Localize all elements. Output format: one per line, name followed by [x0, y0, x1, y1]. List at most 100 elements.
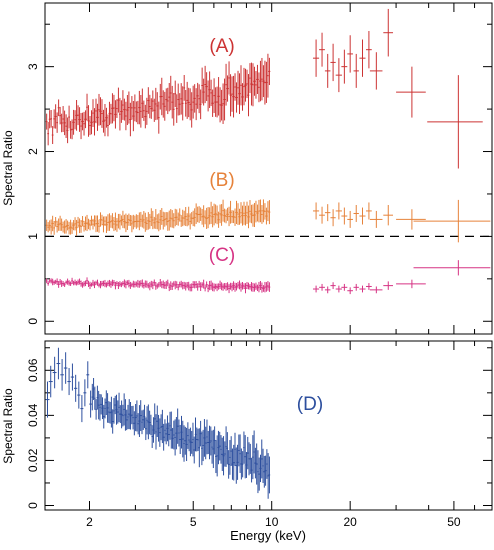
series-d-band-point-107 — [227, 450, 230, 479]
series-b-band-point-54 — [126, 214, 129, 230]
series-a-band-point-45 — [113, 94, 115, 122]
series-b-band-point-18 — [72, 220, 75, 231]
series-d-band-point-96 — [213, 426, 216, 455]
series-a-band-point-113 — [214, 87, 217, 117]
series-a-band-point-86 — [174, 80, 177, 107]
series-c-band-point-86 — [174, 280, 177, 290]
series-d-band-point-35 — [136, 400, 138, 432]
x-axis-label: Energy (keV) — [230, 528, 306, 543]
series-b-band-point-41 — [107, 214, 109, 231]
top-ytick-label-0: 0 — [26, 318, 40, 325]
series-c-band-point-18 — [72, 280, 75, 286]
series-a-band-point-59 — [133, 94, 136, 122]
series-c-band-point-148 — [267, 281, 269, 291]
series-a-band-point-73 — [154, 87, 157, 121]
series-b-band-point-24 — [81, 216, 84, 227]
series-b-band-point-126 — [234, 208, 236, 226]
series-c-band-point-15 — [68, 280, 70, 286]
series-a-band-point-138 — [252, 63, 254, 107]
series-a-point-1 — [319, 32, 325, 67]
series-c-band-point-21 — [77, 279, 79, 286]
series-d-band-point-131 — [258, 457, 260, 491]
series-c-band-point-52 — [123, 279, 126, 288]
series-d-band-point-53 — [159, 418, 161, 447]
series-a-band-point-122 — [228, 61, 230, 95]
series-d-band-point-17 — [113, 398, 115, 424]
series-b-band-point-4 — [51, 215, 54, 232]
series-b-band-point-122 — [228, 206, 230, 227]
series-b-band-point-111 — [211, 206, 214, 228]
series-d-band-point-93 — [210, 426, 212, 456]
series-d-band-point-121 — [245, 452, 248, 478]
series-d-band-point-123 — [248, 442, 250, 476]
series-c-band-point-106 — [204, 284, 207, 292]
series-a-band-point-149 — [268, 57, 271, 86]
series-d-band-point-118 — [241, 451, 244, 478]
series-a-band-point-84 — [171, 85, 174, 119]
series-a-band-point-130 — [240, 65, 242, 106]
series-c-band-point-142 — [258, 281, 260, 293]
series-d-band-point-32 — [132, 405, 134, 430]
series-a-band-point-58 — [132, 101, 135, 132]
series-c-band-point-104 — [201, 282, 204, 288]
series-d-band-point-86 — [201, 431, 203, 466]
series-c-band-point-45 — [113, 280, 115, 286]
series-c-band-point-131 — [241, 282, 244, 290]
series-c-band-point-16 — [69, 281, 72, 286]
series-c-band-point-75 — [157, 282, 160, 288]
series-a-band-point-81 — [166, 87, 169, 115]
series-b-band-point-144 — [261, 205, 263, 224]
series-b-band-point-145 — [262, 199, 265, 223]
series-a-band-point-135 — [247, 74, 250, 117]
series-b-band-point-119 — [223, 208, 226, 223]
series-b-band-point-102 — [198, 206, 201, 223]
series-d-band-point-79 — [192, 422, 194, 457]
series-b-band-point-26 — [84, 216, 87, 231]
series-a-band-point-66 — [144, 104, 147, 129]
series-d-band-point-63 — [171, 427, 174, 449]
series-a-band-point-134 — [246, 69, 248, 99]
series-c-band-point-110 — [210, 280, 213, 290]
series-a-band-point-16 — [69, 120, 72, 139]
xtick-label-4: 50 — [447, 515, 461, 529]
series-b-band-point-34 — [96, 215, 99, 232]
series-c-band-point-34 — [96, 279, 99, 286]
series-b-band-point-108 — [207, 207, 210, 229]
series-a-band-point-103 — [199, 89, 202, 120]
xtick-label-0: 2 — [86, 515, 93, 529]
series-d-band-point-80 — [193, 436, 195, 464]
series-b-band-point-141 — [256, 204, 259, 222]
series-b-band-point-10 — [60, 218, 63, 231]
series-b-band-point-124 — [231, 210, 233, 224]
series-d-band-point-125 — [250, 457, 253, 483]
series-a-band-point-34 — [96, 103, 99, 131]
series-d-band-point-95 — [212, 429, 215, 469]
series-c-band-point-113 — [214, 283, 217, 290]
series-c-band-point-38 — [102, 280, 105, 287]
series-b-band-point-133 — [244, 205, 247, 226]
series-c-band-point-12 — [63, 282, 66, 287]
series-a-band-point-116 — [219, 87, 221, 123]
series-d-point-5 — [63, 352, 68, 384]
series-a-band-point-37 — [101, 99, 103, 128]
series-d-band-point-137 — [266, 449, 268, 479]
series-b-band-point-65 — [142, 211, 145, 229]
series-c-band-point-7 — [56, 278, 59, 285]
series-a-band-point-145 — [262, 65, 265, 98]
series-c-band-point-76 — [159, 278, 162, 287]
series-b-band-point-1 — [47, 222, 50, 233]
series-b-point-9 — [365, 202, 372, 220]
series-c-band-point-59 — [133, 281, 136, 288]
series-d-band-point-87 — [202, 429, 204, 462]
series-b-band-point-27 — [86, 214, 88, 232]
series-d-point-0 — [45, 381, 50, 418]
series-a-band-point-23 — [80, 112, 82, 140]
bottom-ytick-label-3: 0.06 — [26, 358, 40, 382]
series-a-band-point-140 — [255, 71, 257, 99]
series-b-band-point-96 — [189, 213, 192, 230]
series-b-band-point-12 — [63, 220, 66, 234]
series-a-band-point-46 — [114, 100, 117, 129]
series-c-band-point-26 — [84, 280, 87, 287]
series-b-band-point-64 — [141, 214, 144, 228]
series-d-band-point-7 — [100, 394, 102, 415]
